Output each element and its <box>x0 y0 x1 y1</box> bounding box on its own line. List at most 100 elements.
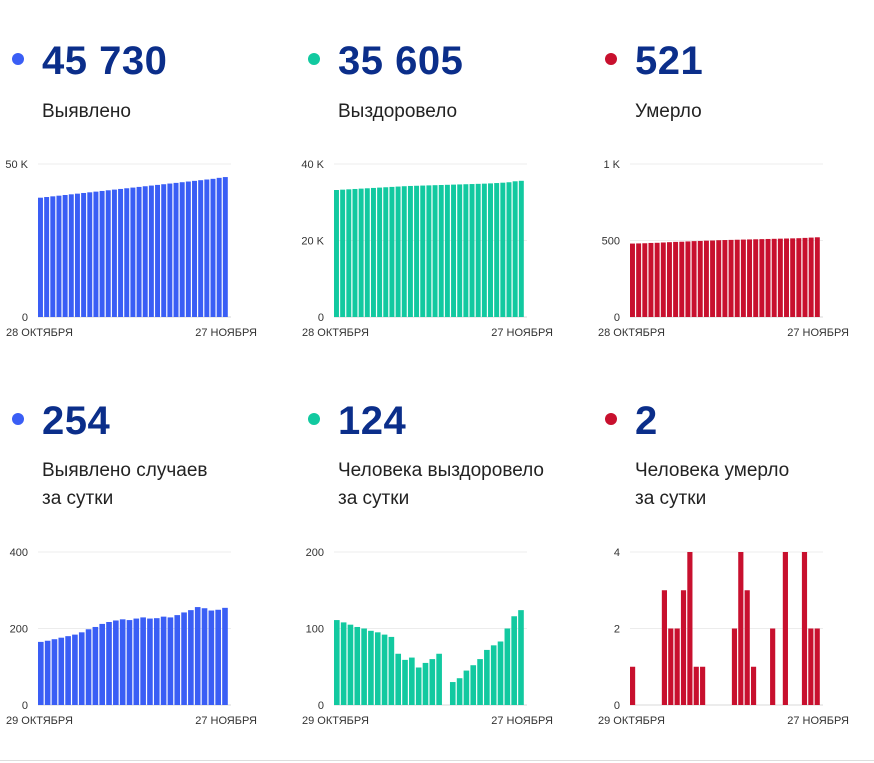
bar <box>130 187 136 317</box>
recovered-label: Выздоровело <box>338 101 458 122</box>
bar <box>148 185 154 317</box>
bar <box>153 618 160 705</box>
color-dot-red <box>605 413 617 425</box>
bar <box>174 615 181 705</box>
bottom-divider <box>0 760 874 761</box>
bar <box>340 622 347 705</box>
bar <box>374 632 381 705</box>
bar <box>740 239 746 317</box>
bar <box>475 183 481 317</box>
bar <box>38 641 44 705</box>
bar <box>457 184 463 317</box>
bar <box>700 666 706 705</box>
y-tick-label: 500 <box>602 236 620 248</box>
bar <box>814 628 820 705</box>
bar <box>426 185 432 317</box>
bar <box>668 628 674 705</box>
x-tick-label-end: 27 НОЯБРЯ <box>491 715 553 727</box>
bar <box>201 608 208 705</box>
bar <box>44 640 51 705</box>
bar <box>738 552 744 705</box>
bar <box>347 624 354 705</box>
bar <box>511 616 517 705</box>
bar <box>167 183 173 317</box>
bar <box>147 618 153 705</box>
bar <box>395 186 401 317</box>
x-tick-label-end: 27 НОЯБРЯ <box>787 715 849 727</box>
bar <box>111 189 117 317</box>
bar <box>750 666 757 705</box>
bar <box>802 237 808 317</box>
bar <box>210 178 216 317</box>
y-tick-label: 2 <box>614 624 620 636</box>
bar <box>173 182 179 317</box>
bar <box>208 610 215 705</box>
detected-daily-total: 254 <box>42 399 111 443</box>
bar <box>449 682 456 705</box>
x-tick-label-start: 28 ОКТЯБРЯ <box>598 327 665 339</box>
bar <box>765 238 771 317</box>
bar <box>85 629 92 705</box>
x-tick-label-start: 29 ОКТЯБРЯ <box>302 715 369 727</box>
bar <box>160 616 167 705</box>
bar <box>133 618 140 705</box>
bar <box>194 607 201 705</box>
chart-died-daily: 0 2 4 29 ОКТЯБРЯ 27 НОЯБРЯ <box>598 547 849 727</box>
chart-recovered-daily: 0 100 200 29 ОКТЯБРЯ 27 НОЯБРЯ <box>302 547 553 727</box>
detected-label: Выявлено <box>42 101 131 122</box>
bar <box>512 181 518 317</box>
bar <box>124 188 130 317</box>
chart-detected-cumulative: 0 50 K 28 ОКТЯБРЯ 27 НОЯБРЯ <box>5 159 257 339</box>
bar <box>38 197 43 317</box>
bar <box>673 241 679 317</box>
bar <box>687 552 693 705</box>
bar <box>352 188 358 317</box>
y-tick-label: 4 <box>614 547 620 559</box>
y-tick-label: 0 <box>318 700 324 712</box>
bar <box>93 191 99 317</box>
bar <box>415 667 422 705</box>
bar <box>808 628 814 705</box>
bar <box>381 634 388 705</box>
bar <box>782 552 788 705</box>
bar <box>422 662 429 705</box>
bar <box>518 180 524 317</box>
y-tick-label: 1 K <box>603 159 620 171</box>
bar <box>636 243 642 317</box>
bar <box>728 239 734 317</box>
bar <box>81 192 87 317</box>
bar <box>661 590 667 705</box>
bar <box>354 626 361 705</box>
bar <box>494 183 500 317</box>
bar <box>693 666 699 705</box>
bar <box>488 183 493 317</box>
bar <box>389 186 395 317</box>
bar <box>140 617 146 705</box>
bar <box>383 187 389 317</box>
bar <box>126 620 133 705</box>
bar <box>790 238 796 317</box>
bar <box>518 610 524 705</box>
bar <box>142 186 148 317</box>
bar <box>106 622 112 705</box>
bar <box>463 184 469 317</box>
bar <box>497 641 504 705</box>
y-tick-label: 0 <box>614 312 620 324</box>
bar <box>674 628 680 705</box>
detected-daily-label: Выявлено случаев за сутки <box>42 460 208 509</box>
recovered-daily-total: 124 <box>338 399 407 443</box>
bar <box>744 590 750 705</box>
died-daily-total: 2 <box>635 399 658 443</box>
bar <box>368 630 374 705</box>
recovered-total: 35 605 <box>338 39 464 83</box>
bar <box>630 243 635 317</box>
bar <box>401 186 407 317</box>
bar <box>660 242 666 317</box>
bar <box>506 182 512 317</box>
color-dot-teal <box>308 53 320 65</box>
bar <box>409 657 415 705</box>
died-label: Умерло <box>635 101 702 122</box>
bar <box>469 184 475 317</box>
y-tick-label: 50 K <box>5 159 28 171</box>
detected-total: 45 730 <box>42 39 168 83</box>
